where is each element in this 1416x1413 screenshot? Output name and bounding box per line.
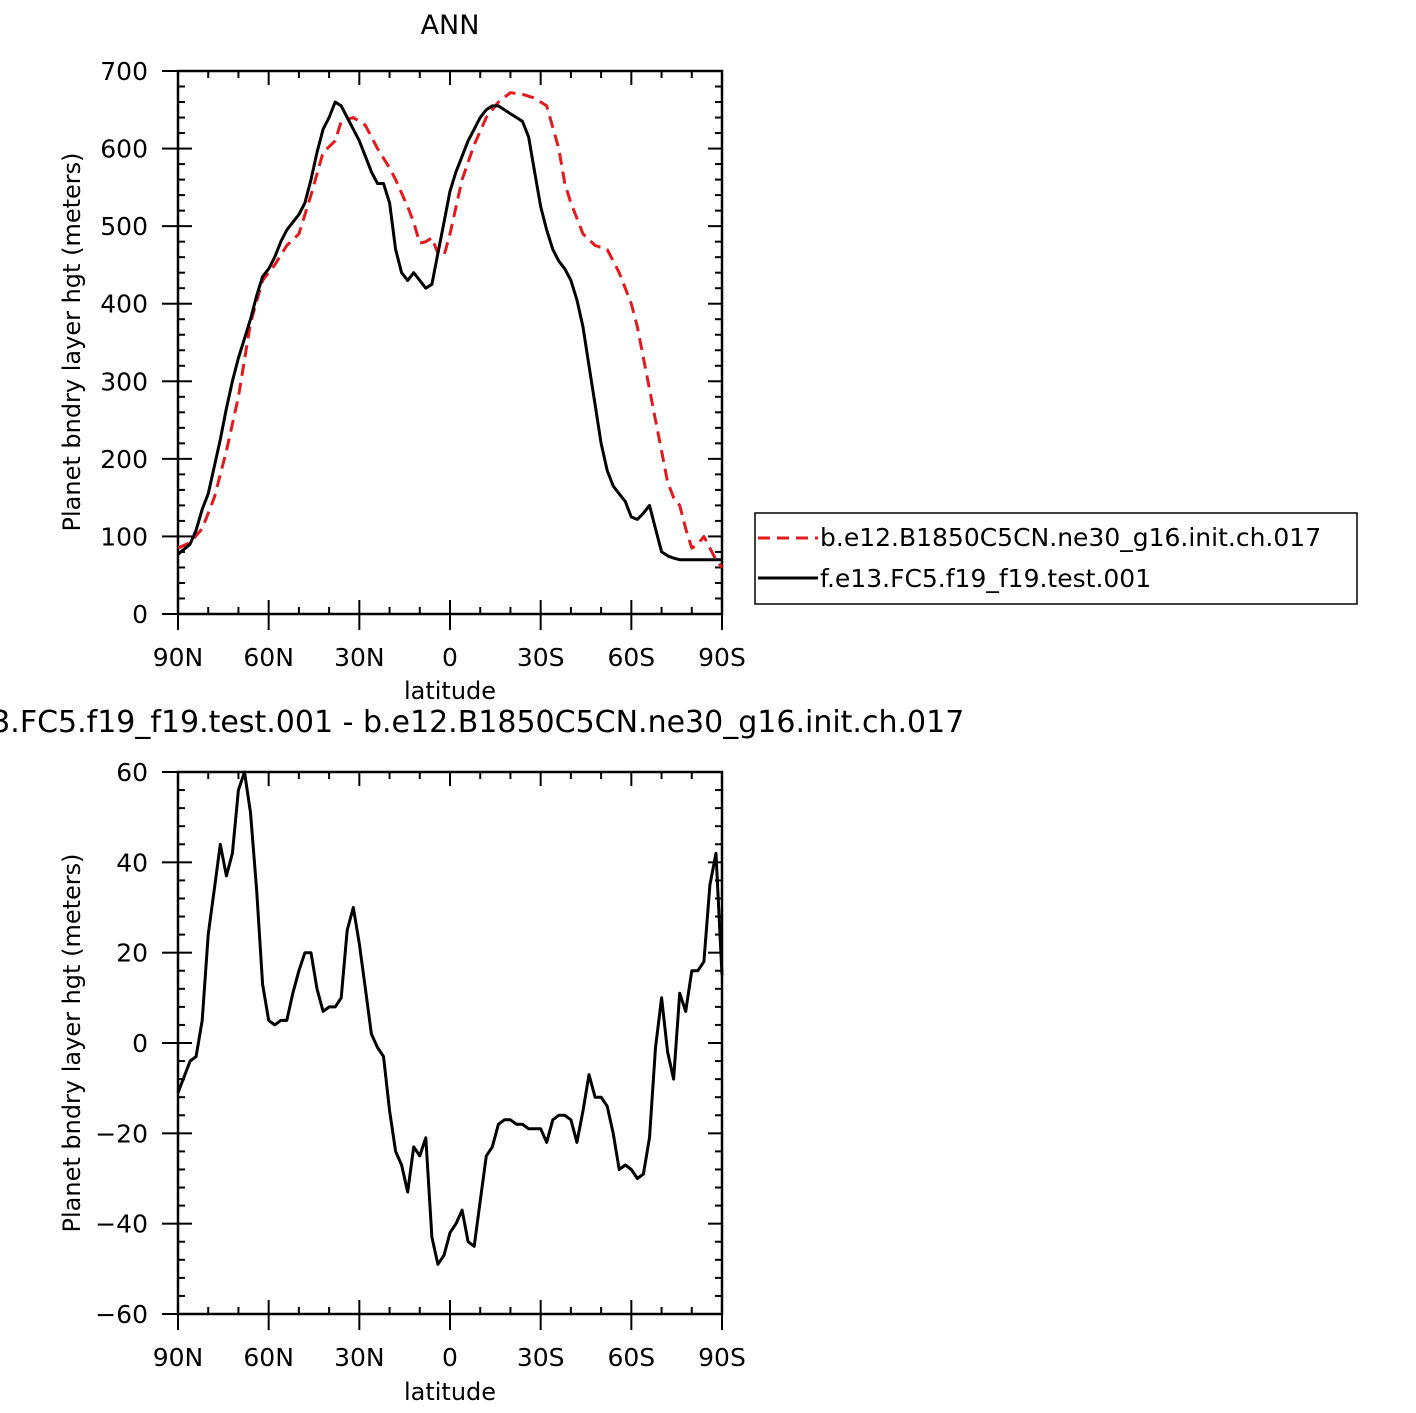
legend-box (754, 512, 1358, 605)
bottom-ticks: −60 −40 −20 0 20 40 60 90N 60N 30N 0 30S 60S 90S (95, 758, 746, 1372)
top-xtick-label: 60S (607, 643, 655, 672)
top-xtick-label: 0 (442, 643, 458, 672)
top-series-line-2 (177, 100, 722, 562)
top-ytick-label: 400 (100, 290, 148, 319)
bottom-xtick-label: 30N (334, 1343, 385, 1372)
top-xtick-label: 90S (698, 643, 746, 672)
top-ytick-label: 700 (100, 57, 148, 86)
top-xtick-label: 30S (517, 643, 565, 672)
bottom-ytick-label: 20 (116, 939, 148, 968)
bottom-xtick-label: 0 (442, 1343, 458, 1372)
bottom-xtick-label: 90N (153, 1343, 204, 1372)
bottom-panel: f.e13.FC5.f19_f19.test.001 - b.e12.B1850… (0, 705, 964, 1406)
top-series-line-1 (177, 91, 724, 569)
bottom-xtick-label: 90S (698, 1343, 746, 1372)
bottom-series-line-1 (176, 770, 724, 1266)
top-panel: ANN 0 100 200 300 400 500 600 700 90N 60N 30N 0 30S 6… (58, 10, 746, 705)
top-ytick-label: 0 (132, 600, 148, 629)
bottom-ytick-label: 0 (132, 1029, 148, 1058)
bottom-series (176, 770, 724, 1266)
top-title: ANN (421, 10, 480, 41)
top-ytick-label: 100 (100, 522, 148, 551)
legend: b.e12.B1850C5CN.ne30_g16.init.ch.017 f.e… (754, 512, 1358, 605)
top-xlabel: latitude (404, 677, 496, 705)
top-ticks: 0 100 200 300 400 500 600 700 90N 60N 30N 0 30S 60S 90… (100, 57, 746, 672)
bottom-xlabel: latitude (404, 1378, 496, 1406)
bottom-xtick-label: 30S (517, 1343, 565, 1372)
bottom-ytick-label: 40 (116, 848, 148, 877)
bottom-xtick-label: 60S (607, 1343, 655, 1372)
bottom-title: f.e13.FC5.f19_f19.test.001 - b.e12.B1850… (0, 705, 964, 740)
bottom-xtick-label: 60N (243, 1343, 294, 1372)
bottom-ylabel: Planet bndry layer hgt (meters) (58, 854, 86, 1233)
top-ytick-label: 500 (100, 212, 148, 241)
legend-label-1: b.e12.B1850C5CN.ne30_g16.init.ch.017 (820, 523, 1321, 552)
top-xtick-label: 90N (153, 643, 204, 672)
legend-label-2: f.e13.FC5.f19_f19.test.001 (820, 564, 1151, 593)
top-xtick-label: 30N (334, 643, 385, 672)
bottom-ytick-label: 60 (116, 758, 148, 787)
bottom-ytick-label: −20 (95, 1119, 148, 1148)
top-ytick-label: 300 (100, 367, 148, 396)
bottom-ytick-label: −60 (95, 1300, 148, 1329)
top-ylabel: Planet bndry layer hgt (meters) (58, 153, 86, 532)
top-ytick-label: 200 (100, 445, 148, 474)
top-ytick-label: 600 (100, 135, 148, 164)
top-xtick-label: 60N (243, 643, 294, 672)
bottom-ytick-label: −40 (95, 1210, 148, 1239)
top-series (177, 91, 724, 569)
